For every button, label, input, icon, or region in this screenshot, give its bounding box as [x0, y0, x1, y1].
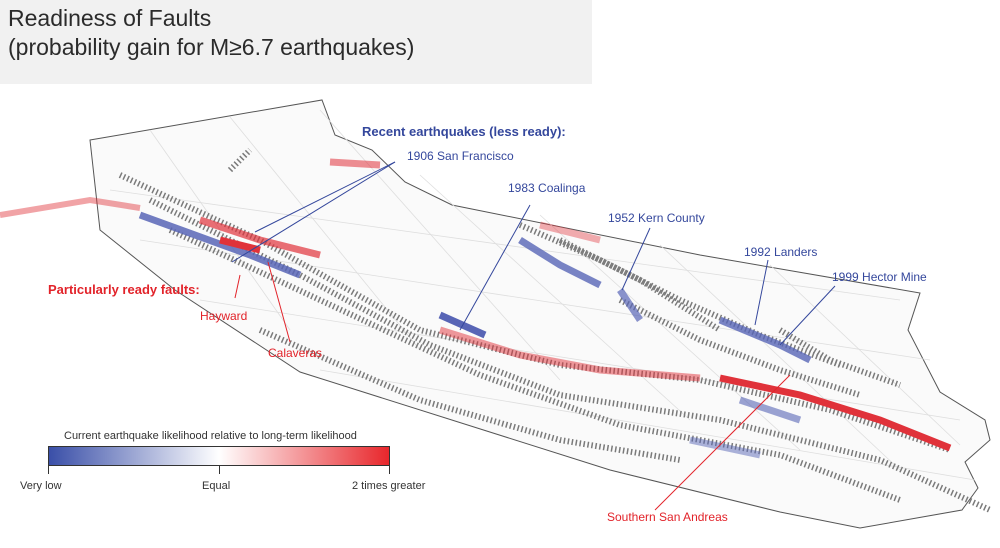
label-southern-san-andreas: Southern San Andreas: [607, 510, 728, 524]
legend-tick-low: [48, 466, 49, 474]
legend-label-equal: Equal: [202, 480, 231, 492]
label-1983-coalinga: 1983 Coalinga: [508, 181, 586, 195]
label-hayward: Hayward: [200, 309, 247, 323]
title-band: [0, 0, 592, 84]
high-readiness-faults: [0, 158, 952, 452]
legend-tick-high: [389, 466, 390, 474]
map-grid: [109, 109, 976, 481]
legend-label-2-times-greater: 2 times greater: [352, 480, 426, 492]
recent-earthquakes-heading: Recent earthquakes (less ready):: [362, 124, 566, 139]
legend-label-very-low: Very low: [20, 480, 62, 492]
legend-tick-equal: [219, 466, 220, 474]
legend-title: Current earthquake likelihood relative t…: [64, 430, 357, 442]
label-1999-hector-mine: 1999 Hector Mine: [832, 270, 927, 284]
leader-lines: [231, 161, 836, 511]
map-subtitle: (probability gain for M≥6.7 earthquakes): [8, 34, 415, 60]
label-1992-landers: 1992 Landers: [744, 245, 817, 259]
label-calaveras: Calaveras: [268, 346, 322, 360]
ready-faults-heading: Particularly ready faults:: [48, 282, 200, 297]
map-title: Readiness of Faults: [8, 5, 212, 31]
legend-color-bar: [48, 446, 390, 466]
label-1906-san-francisco: 1906 San Francisco: [407, 149, 514, 163]
label-1952-kern-county: 1952 Kern County: [608, 211, 705, 225]
